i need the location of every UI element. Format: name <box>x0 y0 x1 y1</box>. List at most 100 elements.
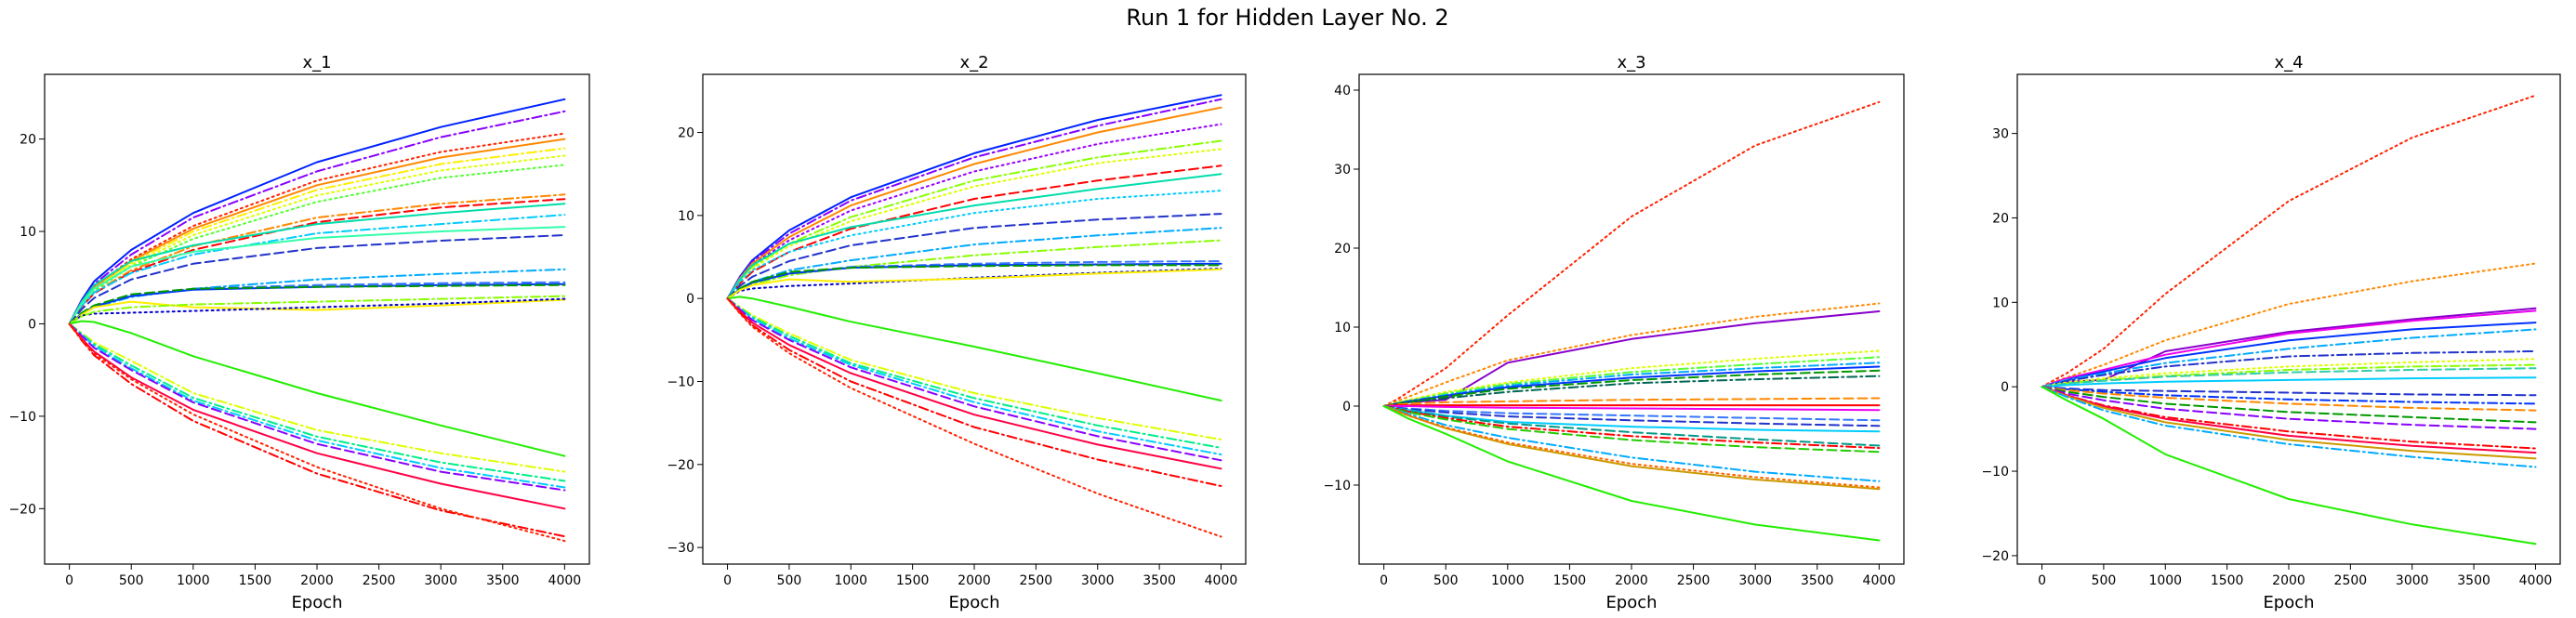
x-axis-label: Epoch <box>948 593 999 612</box>
series-line-17 <box>68 283 566 325</box>
y-tick-label: 10 <box>20 225 36 240</box>
x-tick-label: 2000 <box>1615 573 1648 588</box>
series-line-22 <box>1382 405 1881 542</box>
series-line-10 <box>726 213 1222 300</box>
y-tick-label: 20 <box>1334 242 1351 256</box>
series-line-11 <box>2041 376 2537 388</box>
x-tick-label: 3000 <box>424 573 457 588</box>
y-tick-label: 20 <box>20 133 36 148</box>
subplot-x2: x_2 Epoch 0 500 1000 1500 2000 2500 3000 3500 40… <box>667 53 1247 612</box>
x-tick-label: 3000 <box>2396 573 2429 588</box>
x-tick-label: 4000 <box>2519 573 2553 588</box>
series-line-1 <box>1382 100 1881 407</box>
series-line-7 <box>2041 350 2537 388</box>
series-line-11 <box>68 214 566 325</box>
series-line-9 <box>68 198 566 325</box>
x-tick-label: 4000 <box>1863 573 1896 588</box>
x-tick-label: 0 <box>723 573 732 588</box>
x-tick-label: 1500 <box>239 573 272 588</box>
series-line-18 <box>726 296 1222 401</box>
y-tick-label: 0 <box>2001 380 2009 395</box>
x-tick-label: 2000 <box>2272 573 2305 588</box>
x-tick-label: 3500 <box>1801 573 1834 588</box>
y-tick-label: −10 <box>8 410 36 425</box>
series-line-22 <box>726 297 1222 462</box>
series-line-8 <box>726 173 1222 300</box>
y-tick-label: −20 <box>1981 549 2009 564</box>
x-tick-label: 2500 <box>1677 573 1711 588</box>
x-tick-label: 3500 <box>486 573 520 588</box>
y-tick-label: 10 <box>1992 296 2009 310</box>
series-line-25 <box>68 322 566 492</box>
series-line-26 <box>68 322 566 510</box>
x-tick-label: 0 <box>2038 573 2046 588</box>
subplot-title: x_2 <box>959 53 988 72</box>
x-tick-label: 2500 <box>1020 573 1053 588</box>
x-tick-label: 1000 <box>834 573 867 588</box>
y-tick-label: −20 <box>8 502 36 517</box>
series-line-12 <box>68 226 566 325</box>
subplot-x3: x_3 Epoch 0 500 1000 1500 2000 2500 3000 3500 40… <box>1323 53 1905 612</box>
y-tick-label: 40 <box>1334 84 1351 99</box>
series-line-27 <box>68 322 566 538</box>
x-tick-label: 0 <box>65 573 73 588</box>
y-tick-label: 0 <box>686 292 694 307</box>
x-axis-label: Epoch <box>291 593 342 612</box>
series-line-17 <box>726 268 1222 300</box>
y-tick-label: −30 <box>667 541 694 556</box>
series-group <box>2041 94 2537 546</box>
series-group <box>726 94 1222 538</box>
series-line-8 <box>1382 369 1881 407</box>
series-line-21 <box>68 320 566 457</box>
series-line-15 <box>2041 386 2537 424</box>
series-line-21 <box>1382 405 1881 489</box>
x-tick-label: 3500 <box>1143 573 1176 588</box>
series-line-11 <box>1382 404 1881 407</box>
y-tick-label: −10 <box>1323 479 1351 493</box>
y-tick-label: 0 <box>28 317 36 332</box>
x-tick-label: 2000 <box>300 573 334 588</box>
plot-frame <box>1358 73 1905 565</box>
series-line-10 <box>2041 367 2537 388</box>
series-line-24 <box>68 322 566 489</box>
series-line-7 <box>68 164 566 325</box>
y-tick-label: 10 <box>678 209 694 224</box>
y-tick-label: 30 <box>1992 127 2009 142</box>
series-line-14 <box>68 268 566 325</box>
series-line-22 <box>68 322 566 473</box>
x-axis-label: Epoch <box>2263 593 2314 612</box>
series-line-18 <box>68 298 566 325</box>
y-tick-label: −10 <box>1981 465 2009 480</box>
series-line-21 <box>726 297 1222 456</box>
y-tick-label: 20 <box>678 126 694 141</box>
x-tick-label: 2000 <box>958 573 991 588</box>
y-tick-label: 0 <box>1342 400 1351 414</box>
series-line-2 <box>68 110 566 325</box>
series-line-1 <box>2041 94 2537 388</box>
series-line-12 <box>1382 405 1881 412</box>
x-tick-label: 500 <box>1433 573 1459 588</box>
series-line-4 <box>2041 309 2537 388</box>
series-line-28 <box>68 322 566 543</box>
x-axis-label: Epoch <box>1605 593 1657 612</box>
series-line-10 <box>68 203 566 325</box>
x-tick-label: 1500 <box>896 573 930 588</box>
series-line-20 <box>2041 386 2537 468</box>
y-tick-label: −10 <box>667 375 694 389</box>
x-tick-label: 1000 <box>177 573 210 588</box>
x-tick-label: 1500 <box>2211 573 2244 588</box>
x-tick-label: 3000 <box>1081 573 1115 588</box>
figure-suptitle: Run 1 for Hidden Layer No. 2 <box>1126 5 1448 31</box>
series-line-6 <box>68 154 566 325</box>
x-tick-label: 4000 <box>1205 573 1238 588</box>
x-tick-label: 1000 <box>2148 573 2182 588</box>
series-line-20 <box>68 295 566 325</box>
series-line-14 <box>2041 386 2537 412</box>
subplot-title: x_3 <box>1617 53 1645 72</box>
x-tick-label: 3000 <box>1738 573 1772 588</box>
series-line-15 <box>726 264 1222 300</box>
y-tick-label: −20 <box>667 458 694 473</box>
series-line-23 <box>726 297 1222 470</box>
x-tick-label: 4000 <box>548 573 582 588</box>
series-line-20 <box>726 297 1222 449</box>
